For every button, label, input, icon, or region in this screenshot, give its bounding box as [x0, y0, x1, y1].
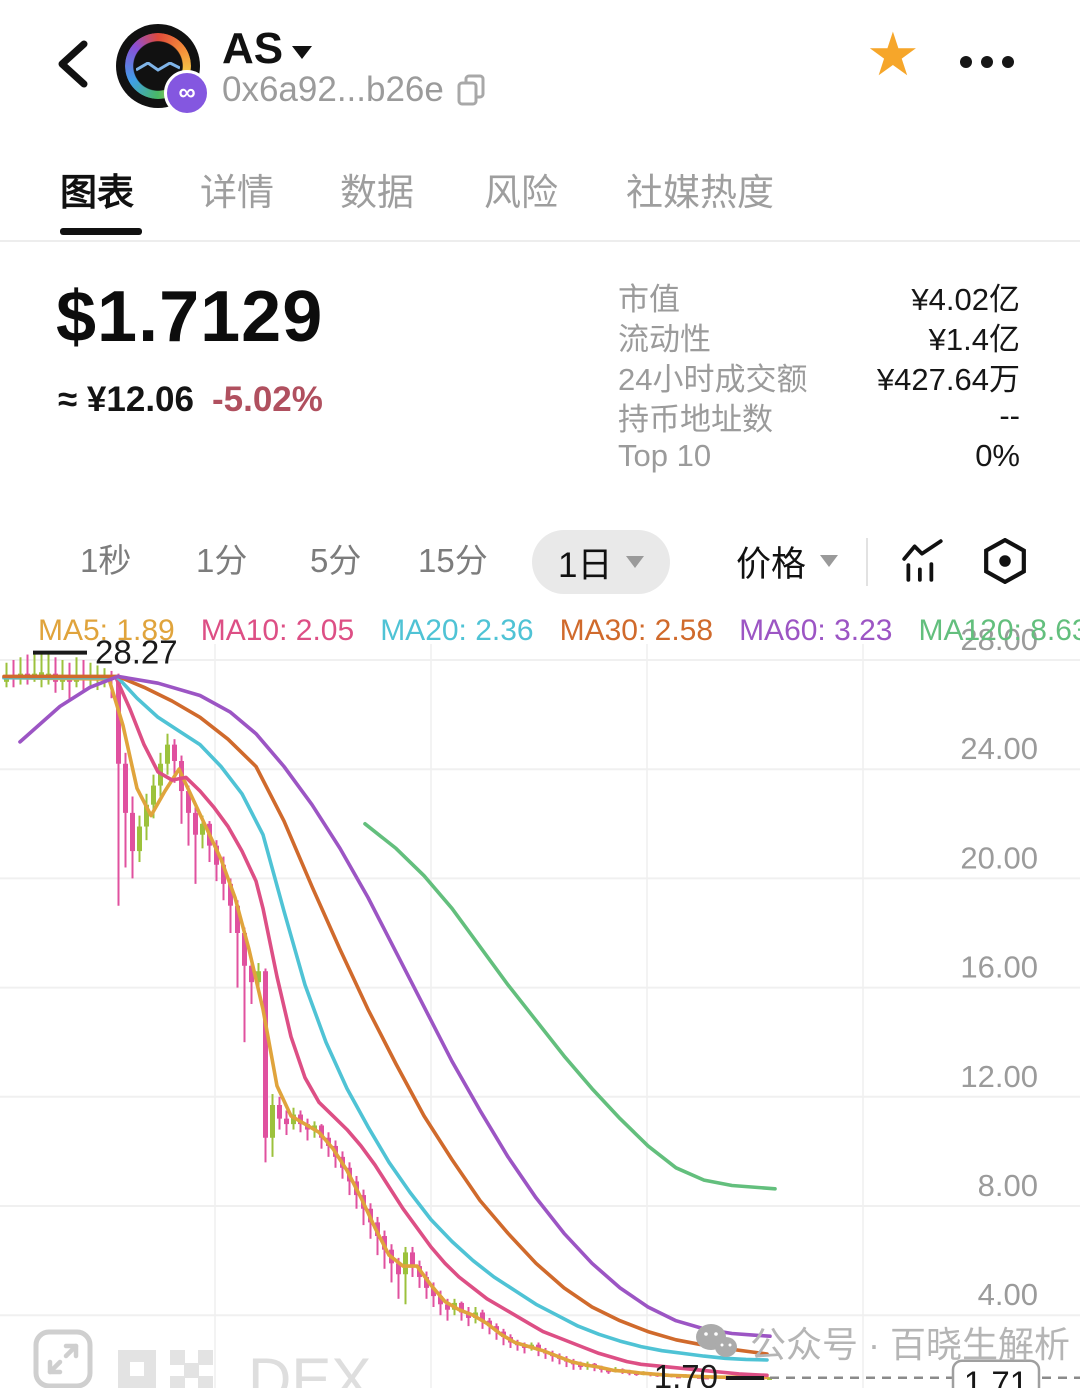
tab-chart[interactable]: 图表 — [60, 172, 134, 213]
y-axis-label: 16.00 — [960, 950, 1038, 985]
chart-type-icon[interactable] — [900, 538, 946, 584]
tab-data[interactable]: 数据 — [340, 172, 414, 213]
ma-legend-item-ma10: MA10: 2.05 — [200, 614, 355, 647]
stat-value: -- — [999, 398, 1020, 433]
tab-details[interactable]: 详情 — [200, 172, 274, 213]
y-axis-label: 24.00 — [960, 731, 1038, 766]
ma-line-ma30 — [2, 674, 769, 1356]
high-price-marker: 28.27 — [95, 634, 178, 671]
current-price-box — [951, 1359, 1041, 1388]
token-name[interactable]: AS — [222, 24, 284, 73]
chart-canvas[interactable]: 28.00 24.00 20.00 16.00 12.00 8.00 4.00 28.27 1.… — [0, 608, 1080, 1388]
token-logo-zigzag — [136, 62, 180, 72]
contract-address: 0x6a92...b26e — [222, 70, 444, 109]
y-axis-label: 8.00 — [978, 1168, 1038, 1203]
ma-legend-item-ma5: MA5: 1.89 — [38, 614, 175, 647]
price-usd: $1.7129 — [56, 277, 324, 357]
stat-label: 24小时成交额 — [618, 361, 808, 397]
wechat-icon — [696, 1324, 737, 1357]
mode-label: 价格 — [736, 544, 807, 584]
interval-15m[interactable]: 15分 — [418, 542, 488, 579]
contract-address-row[interactable]: 0x6a92...b26e — [222, 70, 486, 110]
wechat-watermark-text: 公众号 · 百晓生解析 — [750, 1324, 1070, 1365]
okx-logo-checker — [170, 1350, 226, 1388]
interval-selected-pill[interactable]: 1日 — [532, 530, 671, 594]
markers-layer: 28.27 1.70 1.71 — [33, 634, 1080, 1388]
chart-area: 28.00 24.00 20.00 16.00 12.00 8.00 4.00 28.27 1.… — [0, 608, 1080, 1388]
favorite-star-icon[interactable]: ★ — [866, 21, 920, 88]
fullscreen-icon[interactable] — [32, 1328, 94, 1388]
ma-legend-item-ma20: MA20: 2.36 — [380, 614, 534, 647]
ma-line-ma120 — [363, 822, 777, 1191]
stat-label: 市值 — [618, 281, 680, 317]
okx-dex-logo: DEX — [118, 1350, 371, 1388]
chain-badge-icon: ∞ — [164, 70, 210, 116]
toolbar-divider — [866, 538, 868, 586]
low-price-marker: 1.70 — [654, 1358, 718, 1388]
tab-risk[interactable]: 风险 — [484, 172, 558, 213]
stat-label: 流动性 — [618, 321, 711, 357]
okx-logo-square — [118, 1350, 156, 1388]
stat-label: 持币地址数 — [618, 401, 773, 437]
active-tab-underline — [60, 228, 142, 235]
ma-line-ma20 — [2, 675, 769, 1362]
wechat-watermark: 公众号 · 百晓生解析 — [694, 1316, 1070, 1368]
ma-legend-item-ma30: MA30: 2.58 — [559, 614, 714, 647]
ma-line-ma10 — [2, 675, 769, 1378]
stat-row-volume24h: 24小时成交额 ¥427.64万 — [618, 356, 1020, 397]
mode-select[interactable]: 价格 — [736, 526, 839, 596]
stats-panel: 市值 ¥4.02亿 流动性 ¥1.4亿 24小时成交额 ¥427.64万 持币地… — [618, 276, 1020, 476]
y-axis-label: 28.00 — [960, 622, 1038, 657]
interval-selected-label: 1日 — [558, 545, 613, 585]
y-axis-label: 4.00 — [978, 1277, 1038, 1312]
stat-value: 0% — [975, 438, 1020, 473]
more-menu-icon[interactable] — [960, 56, 1014, 68]
current-price-label: 1.71 — [964, 1365, 1028, 1388]
ma-legend-item-ma120: MA120: 8.63 — [918, 614, 1080, 647]
stat-value: ¥4.02亿 — [911, 281, 1020, 317]
stat-label: Top 10 — [618, 438, 712, 473]
gridlines-layer: 28.00 24.00 20.00 16.00 12.00 8.00 4.00 — [0, 622, 1080, 1388]
stat-value: ¥1.4亿 — [928, 321, 1020, 357]
ma-legend: MA5: 1.89 MA10: 2.05 MA20: 2.36 MA30: 2.58 M… — [38, 614, 1080, 648]
stat-value: ¥427.64万 — [876, 361, 1020, 397]
interval-5m[interactable]: 5分 — [310, 542, 362, 579]
interval-1s[interactable]: 1秒 — [80, 542, 132, 579]
stat-row-top10: Top 10 0% — [618, 436, 1020, 476]
ma-line-ma60 — [18, 674, 772, 1339]
price-cny: ≈ ¥12.06 — [58, 380, 194, 419]
tab-social[interactable]: 社媒热度 — [626, 172, 774, 213]
indicator-settings-hexagon-icon[interactable] — [982, 538, 1028, 584]
ma-line-ma5 — [2, 675, 769, 1380]
back-icon[interactable] — [52, 36, 96, 92]
tabs-divider — [0, 240, 1080, 242]
interval-1m[interactable]: 1分 — [196, 542, 248, 579]
chevron-down-icon — [626, 556, 645, 568]
ma-lines-layer — [2, 674, 777, 1380]
stat-row-holders: 持币地址数 -- — [618, 396, 1020, 437]
ma-legend-item-ma60: MA60: 3.23 — [739, 614, 893, 647]
stat-row-marketcap: 市值 ¥4.02亿 — [618, 276, 1020, 317]
chevron-down-icon — [820, 555, 839, 567]
dex-watermark-text: DEX — [248, 1346, 372, 1388]
copy-icon[interactable] — [456, 73, 486, 107]
stat-row-liquidity: 流动性 ¥1.4亿 — [618, 316, 1020, 357]
y-axis-label: 20.00 — [960, 840, 1038, 875]
y-axis-label: 12.00 — [960, 1059, 1038, 1094]
token-dropdown-caret-icon[interactable] — [292, 46, 312, 59]
price-change: -5.02% — [212, 380, 323, 419]
candles-layer — [4, 652, 772, 1380]
